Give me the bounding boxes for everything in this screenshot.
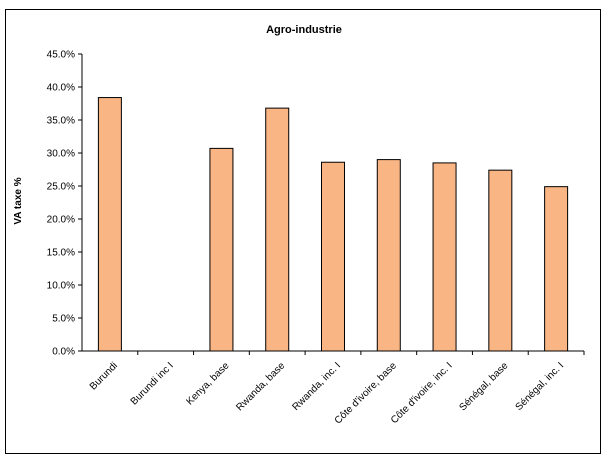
x-tick-label: Côte d'ivoire, base (333, 360, 399, 426)
y-tick-label: 40.0% (47, 83, 75, 94)
y-tick-label: 25.0% (47, 182, 75, 193)
y-tick-label: 35.0% (47, 116, 75, 127)
x-tick-label: Kenya, base (184, 360, 231, 407)
y-tick-label: 15.0% (47, 248, 75, 259)
chart-title: Agro-industrie (266, 24, 342, 36)
y-tick-label: 0.0% (52, 347, 75, 358)
y-axis-label: VA taxe % (13, 177, 24, 224)
plot-area: 0.0% 5.0% 10.0% 15.0% 20.0% 25.0% 30.0% 35.0% 40… (47, 50, 585, 426)
bar-2 (209, 147, 234, 352)
chart-frame: Agro-industrie VA taxe % 0.0% 5.0% 10.0% 15… (5, 9, 601, 454)
bar-0 (97, 97, 122, 352)
x-tick-label: Côte d'ivoire, inc. I (389, 360, 455, 426)
bar-6 (432, 162, 457, 352)
y-tick-label: 10.0% (47, 281, 75, 292)
x-tick-label: Rwanda, base (234, 360, 287, 413)
bar-5 (376, 159, 401, 352)
x-tick-label: Sénégal, base (457, 360, 510, 413)
x-tick-label: Sénégal, inc. I (514, 360, 567, 413)
y-tick-label: 5.0% (52, 314, 75, 325)
x-tick-label: Rwanda, inc. I (291, 360, 344, 413)
bar-8 (544, 186, 569, 352)
y-tick-label: 45.0% (47, 50, 75, 61)
bar-chart: Agro-industrie VA taxe % 0.0% 5.0% 10.0% 15… (13, 24, 585, 426)
x-tick-label: Burundi inc I (129, 360, 176, 407)
bar-3 (265, 107, 290, 352)
y-tick-label: 20.0% (47, 215, 75, 226)
y-tick-label: 30.0% (47, 149, 75, 160)
bar-7 (488, 169, 513, 352)
x-tick-label: Burundi (88, 360, 120, 392)
bar-4 (321, 161, 345, 352)
